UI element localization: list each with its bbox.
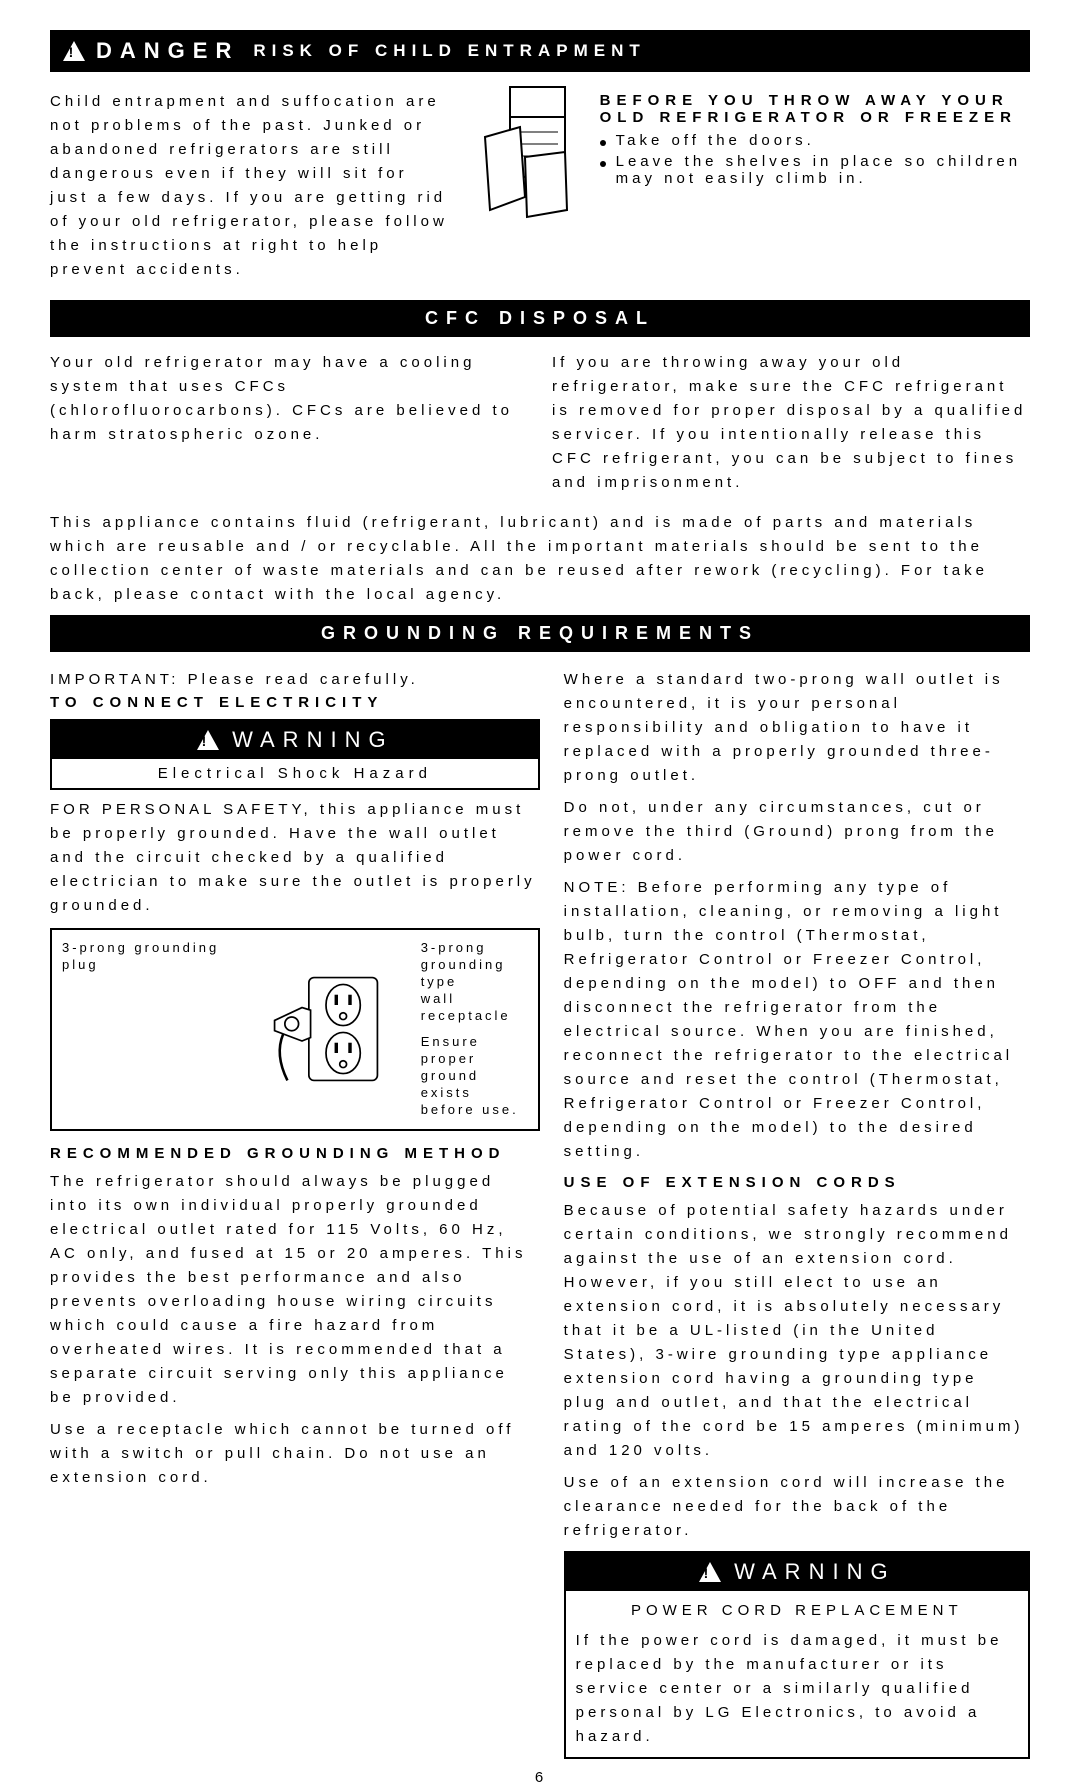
receptacle-note: Use a receptacle which cannot be turned …: [50, 1418, 540, 1490]
page-number: 6: [50, 1769, 1030, 1786]
cfc-para-left: Your old refrigerator may have a cooling…: [50, 351, 528, 447]
cfc-title: CFC DISPOSAL: [62, 308, 1018, 329]
grounding-heading-bar: GROUNDING REQUIREMENTS: [50, 615, 1030, 652]
outlet-plug-label: 3-prong grounding plug: [62, 940, 231, 974]
bullet-take-off-doors: Take off the doors.: [600, 132, 1030, 149]
warning-triangle-icon: !: [196, 729, 220, 751]
danger-subtitle: RISK OF CHILD ENTRAPMENT: [253, 41, 645, 61]
power-cord-warning-box: ! WARNING POWER CORD REPLACEMENT If the …: [564, 1551, 1030, 1759]
extension-body: Because of potential safety hazards unde…: [564, 1199, 1030, 1463]
warning-triangle-icon: !: [698, 1561, 722, 1583]
danger-title: DANGER: [96, 38, 239, 64]
warning2-title: WARNING: [734, 1559, 896, 1585]
svg-text:!: !: [704, 1565, 717, 1581]
fridge-illustration: [460, 82, 590, 290]
outlet-ensure-text: Ensure proper ground exists before use.: [421, 1034, 528, 1118]
note-para: NOTE: Before performing any type of inst…: [564, 876, 1030, 1164]
grounding-title: GROUNDING REQUIREMENTS: [62, 623, 1018, 644]
extension-body2: Use of an extension cord will increase t…: [564, 1471, 1030, 1543]
do-not-cut-para: Do not, under any circumstances, cut or …: [564, 796, 1030, 868]
danger-bar: ! DANGER RISK OF CHILD ENTRAPMENT: [50, 30, 1030, 72]
bullet-text: Take off the doors.: [616, 132, 815, 149]
cfc-para2: This appliance contains fluid (refrigera…: [50, 511, 1030, 607]
outlet-diagram-box: 3-prong grounding plug: [50, 928, 540, 1131]
svg-text:!: !: [202, 733, 215, 749]
connect-electricity-heading: TO CONNECT ELECTRICITY: [50, 694, 540, 711]
recommended-method-body: The refrigerator should always be plugge…: [50, 1170, 540, 1410]
two-prong-para: Where a standard two-prong wall outlet i…: [564, 668, 1030, 788]
cfc-heading-bar: CFC DISPOSAL: [50, 300, 1030, 337]
warning-subhead: Electrical Shock Hazard: [52, 759, 538, 788]
warning-triangle-icon: !: [62, 40, 86, 62]
bullet-text: Leave the shelves in place so children m…: [616, 153, 1030, 187]
grounding-important: IMPORTANT: Please read carefully.: [50, 668, 540, 692]
warning2-body: If the power cord is damaged, it must be…: [576, 1629, 1018, 1749]
svg-text:!: !: [69, 44, 80, 60]
warning-title: WARNING: [232, 727, 394, 753]
recommended-method-heading: RECOMMENDED GROUNDING METHOD: [50, 1145, 540, 1162]
bullet-dot-icon: [600, 140, 606, 146]
bullet-dot-icon: [600, 161, 606, 167]
outlet-plug-icon: [241, 940, 410, 1119]
personal-safety-text: FOR PERSONAL SAFETY, this appliance must…: [50, 798, 540, 918]
bullet-leave-shelves: Leave the shelves in place so children m…: [600, 153, 1030, 187]
danger-paragraph: Child entrapment and suffocation are not…: [50, 90, 450, 282]
outlet-recept-label1: 3-prong: [421, 940, 528, 957]
shock-warning-box: ! WARNING Electrical Shock Hazard: [50, 719, 540, 790]
cfc-para-right: If you are throwing away your old refrig…: [552, 351, 1030, 495]
before-throw-heading: BEFORE YOU THROW AWAY YOUR OLD REFRIGERA…: [600, 92, 1030, 126]
outlet-recept-label2: grounding type: [421, 957, 528, 991]
warning2-subhead: POWER CORD REPLACEMENT: [576, 1599, 1018, 1623]
extension-cords-heading: USE OF EXTENSION CORDS: [564, 1174, 1030, 1191]
outlet-recept-label3: wall receptacle: [421, 991, 528, 1025]
